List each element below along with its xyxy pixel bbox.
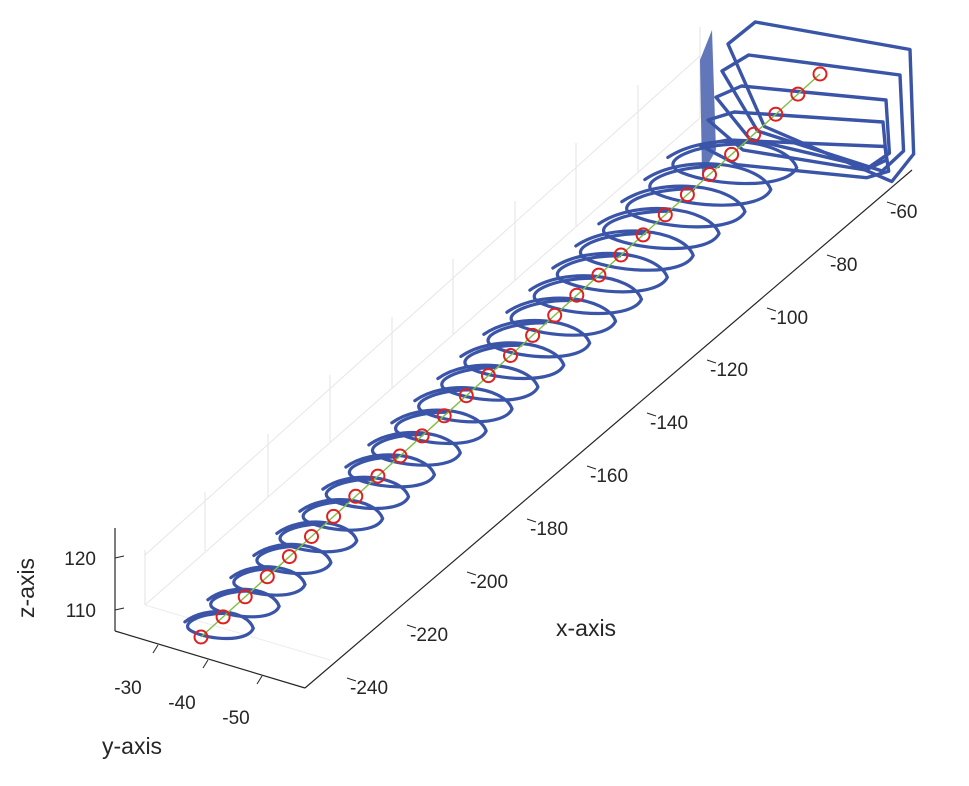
- red-marker: [702, 167, 717, 182]
- x-tick-mark: [826, 254, 837, 259]
- y-tick-label: -30: [114, 678, 141, 699]
- helix-loop: [252, 542, 333, 576]
- y-tick-mark: [256, 675, 263, 685]
- x-tick-label: -240: [350, 678, 388, 699]
- tick-labels: -60 -80 -100 -120 -140 -160 -180 -200 -220 -240 -3…: [64, 202, 917, 729]
- helix-loop: [482, 318, 592, 359]
- x-tick-label: -60: [890, 202, 917, 223]
- y-tick-mark: [202, 659, 209, 669]
- red-marker: [812, 66, 828, 82]
- red-marker: [237, 589, 253, 605]
- z-tick-mark: [114, 607, 125, 611]
- red-marker: [326, 508, 342, 524]
- x-axis-label: x-axis: [556, 615, 616, 641]
- helix-frame: [698, 138, 891, 180]
- x-tick-label: -80: [830, 255, 857, 276]
- x-tick-mark: [346, 677, 357, 682]
- grid-line-back-top: [144, 55, 701, 556]
- red-marker: [193, 629, 209, 645]
- red-marker: [569, 287, 585, 303]
- helix-loop: [505, 296, 618, 337]
- grid-lines: [114, 27, 701, 689]
- x-tick-label: -140: [650, 413, 688, 434]
- helix-loop: [620, 184, 747, 229]
- red-marker: [259, 569, 275, 585]
- x-tick-mark: [646, 412, 657, 417]
- axes: [114, 169, 913, 689]
- y-tick-label: -50: [222, 708, 249, 729]
- helix-loop: [436, 363, 540, 402]
- x-tick-mark: [466, 571, 477, 576]
- red-marker: [414, 428, 430, 444]
- grid-line-floor: [144, 604, 331, 661]
- red-marker: [679, 187, 695, 203]
- y-tick-mark: [152, 644, 159, 654]
- x-tick-label: -220: [410, 625, 448, 646]
- x-tick-label: -120: [710, 360, 748, 381]
- z-tick-label: 120: [64, 549, 96, 570]
- red-marker: [304, 529, 319, 544]
- y-tick-label: -40: [168, 693, 195, 714]
- x-tick-label: -180: [530, 519, 568, 540]
- red-marker: [635, 227, 651, 243]
- red-marker: [281, 549, 297, 565]
- red-marker: [547, 307, 563, 323]
- red-marker: [458, 388, 474, 404]
- helix-dense-band: [700, 30, 716, 175]
- helix-loop: [643, 162, 773, 207]
- red-marker: [436, 408, 452, 424]
- red-marker: [790, 86, 806, 102]
- helix-loop: [275, 520, 359, 554]
- centerline: [200, 73, 821, 638]
- red-marker: [746, 126, 762, 142]
- helix-frame: [706, 110, 889, 172]
- x-tick-label: -160: [590, 466, 628, 487]
- z-tick-label: 110: [66, 601, 96, 622]
- x-tick-label: -100: [770, 308, 808, 329]
- red-marker: [591, 267, 607, 283]
- red-marker: [613, 247, 629, 263]
- blue-helix-curves: [183, 20, 916, 641]
- z-axis-label: z-axis: [13, 558, 39, 618]
- red-marker: [348, 488, 364, 504]
- helix-loop: [528, 274, 644, 316]
- red-marker: [392, 448, 408, 464]
- red-marker: [503, 348, 518, 363]
- x-tick-mark: [586, 465, 597, 470]
- helix-loop: [229, 565, 307, 597]
- red-marker: [657, 207, 673, 223]
- helix-loop: [321, 475, 411, 511]
- green-centerline: [200, 73, 821, 638]
- red-marker: [525, 327, 541, 343]
- red-marker: [480, 368, 496, 384]
- x-tick-mark: [526, 518, 537, 523]
- red-circle-markers: [193, 66, 828, 645]
- red-marker: [724, 146, 740, 162]
- helix-loop: [459, 341, 566, 381]
- x-tick-mark: [766, 307, 777, 312]
- grid-line-back-floor: [144, 117, 701, 606]
- helix-loop: [551, 251, 670, 294]
- y-axis-line: [114, 630, 306, 689]
- x-tick-mark: [886, 201, 897, 206]
- red-marker: [768, 106, 784, 122]
- helix-loop: [574, 229, 695, 272]
- helix-loop: [367, 430, 463, 467]
- y-axis-label: y-axis: [102, 733, 162, 759]
- helix-loop: [298, 498, 385, 532]
- x-tick-mark: [706, 359, 717, 364]
- x-axis-line: [304, 169, 913, 689]
- z-tick-mark: [114, 555, 125, 559]
- helix-loop: [413, 386, 514, 424]
- x-tick-label: -200: [470, 572, 508, 593]
- helix-loop: [390, 408, 488, 446]
- x-tick-mark: [406, 624, 417, 629]
- red-marker: [370, 468, 386, 484]
- red-marker: [215, 609, 231, 625]
- helix-frame: [726, 20, 916, 184]
